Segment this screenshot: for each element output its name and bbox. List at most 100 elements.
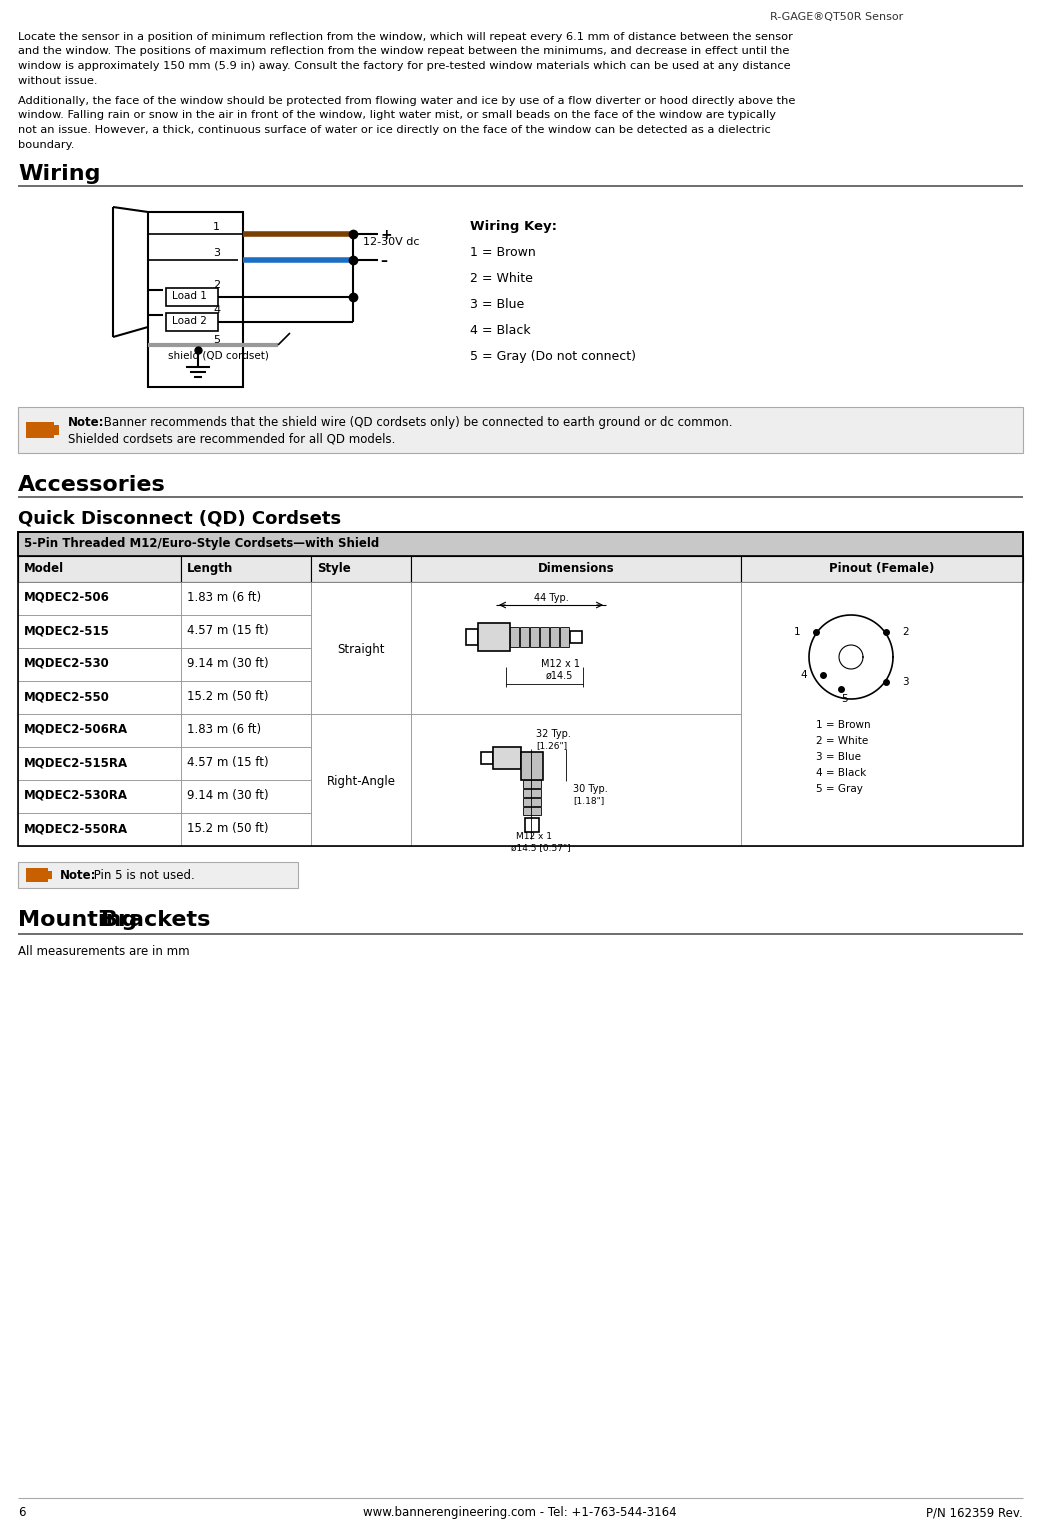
Text: [1.26"]: [1.26"] bbox=[536, 741, 567, 750]
Text: 3 = Blue: 3 = Blue bbox=[816, 752, 861, 763]
Bar bbox=[481, 752, 493, 764]
Text: Note:: Note: bbox=[68, 416, 104, 429]
Bar bbox=[523, 798, 541, 807]
Text: 6: 6 bbox=[18, 1505, 25, 1519]
Text: 1: 1 bbox=[213, 222, 220, 231]
Text: 2: 2 bbox=[213, 280, 220, 291]
Text: 4: 4 bbox=[213, 304, 220, 315]
Bar bbox=[311, 556, 411, 581]
Text: MQDEC2-550: MQDEC2-550 bbox=[24, 689, 110, 703]
Text: Pinout (Female): Pinout (Female) bbox=[830, 562, 935, 575]
Text: 30 Typ.: 30 Typ. bbox=[573, 784, 608, 794]
Bar bbox=[523, 788, 541, 798]
Text: 1.83 m (6 ft): 1.83 m (6 ft) bbox=[187, 723, 261, 737]
Bar bbox=[18, 406, 1023, 454]
Text: –: – bbox=[380, 254, 387, 268]
Text: 9.14 m (30 ft): 9.14 m (30 ft) bbox=[187, 788, 269, 802]
Text: MQDEC2-530: MQDEC2-530 bbox=[24, 658, 109, 670]
Text: 5: 5 bbox=[213, 335, 220, 345]
Text: P/N 162359 Rev.: P/N 162359 Rev. bbox=[926, 1505, 1023, 1519]
Text: 9.14 m (30 ft): 9.14 m (30 ft) bbox=[187, 658, 269, 670]
Text: 1 = Brown: 1 = Brown bbox=[816, 720, 870, 731]
Bar bbox=[181, 680, 311, 714]
Bar bbox=[523, 807, 541, 814]
Text: window is approximately 150 mm (5.9 in) away. Consult the factory for pre-tested: window is approximately 150 mm (5.9 in) … bbox=[18, 61, 790, 72]
Text: 3: 3 bbox=[902, 677, 909, 686]
Text: without issue.: without issue. bbox=[18, 76, 98, 85]
Bar bbox=[520, 752, 543, 779]
Text: Mounting: Mounting bbox=[18, 910, 145, 930]
Text: not an issue. However, a thick, continuous surface of water or ice directly on t: not an issue. However, a thick, continuo… bbox=[18, 125, 770, 135]
Text: ø14.5: ø14.5 bbox=[545, 671, 574, 680]
Text: and the window. The positions of maximum reflection from the window repeat betwe: and the window. The positions of maximum… bbox=[18, 47, 789, 56]
Bar bbox=[18, 615, 181, 648]
Bar bbox=[478, 622, 510, 651]
Text: window. Falling rain or snow in the air in front of the window, light water mist: window. Falling rain or snow in the air … bbox=[18, 111, 776, 120]
Bar bbox=[26, 422, 54, 438]
Text: Additionally, the face of the window should be protected from flowing water and : Additionally, the face of the window sho… bbox=[18, 96, 795, 107]
Text: Note:: Note: bbox=[60, 869, 97, 883]
Bar bbox=[18, 533, 1023, 846]
Text: 4.57 m (15 ft): 4.57 m (15 ft) bbox=[187, 756, 269, 769]
Text: Right-Angle: Right-Angle bbox=[327, 775, 396, 788]
Text: R-GAGE®QT50R Sensor: R-GAGE®QT50R Sensor bbox=[770, 12, 904, 21]
Bar bbox=[18, 680, 181, 714]
Bar bbox=[18, 779, 181, 813]
Text: ø14.5 [0.57"]: ø14.5 [0.57"] bbox=[511, 843, 570, 852]
Text: Load 1: Load 1 bbox=[172, 291, 207, 301]
Text: 2: 2 bbox=[902, 627, 909, 638]
Bar bbox=[181, 615, 311, 648]
Text: Shielded cordsets are recommended for all QD models.: Shielded cordsets are recommended for al… bbox=[68, 432, 396, 444]
Text: 1 = Brown: 1 = Brown bbox=[469, 247, 536, 259]
Bar bbox=[18, 813, 181, 846]
Text: boundary.: boundary. bbox=[18, 140, 74, 149]
Bar bbox=[181, 779, 311, 813]
Text: Accessories: Accessories bbox=[18, 475, 166, 495]
Bar bbox=[570, 632, 582, 642]
Text: 5 = Gray: 5 = Gray bbox=[816, 784, 863, 794]
Bar bbox=[181, 556, 311, 581]
Text: Locate the sensor in a position of minimum reflection from the window, which wil: Locate the sensor in a position of minim… bbox=[18, 32, 793, 43]
Bar bbox=[18, 648, 181, 680]
Text: 4 = Black: 4 = Black bbox=[469, 324, 531, 336]
Bar bbox=[18, 861, 298, 887]
Bar bbox=[466, 629, 478, 645]
Text: 1: 1 bbox=[793, 627, 799, 638]
Text: M12 x 1: M12 x 1 bbox=[541, 659, 580, 670]
Bar bbox=[525, 817, 539, 833]
Bar bbox=[181, 648, 311, 680]
Text: www.bannerengineering.com - Tel: +1-763-544-3164: www.bannerengineering.com - Tel: +1-763-… bbox=[363, 1505, 677, 1519]
Text: MQDEC2-515: MQDEC2-515 bbox=[24, 624, 110, 638]
Text: Brackets: Brackets bbox=[101, 910, 210, 930]
Bar bbox=[181, 714, 311, 747]
Text: MQDEC2-515RA: MQDEC2-515RA bbox=[24, 756, 128, 769]
Text: MQDEC2-506RA: MQDEC2-506RA bbox=[24, 723, 128, 737]
Bar bbox=[741, 556, 1023, 581]
Bar bbox=[411, 714, 741, 846]
Text: 5 = Gray (Do not connect): 5 = Gray (Do not connect) bbox=[469, 350, 636, 364]
Text: +: + bbox=[380, 228, 391, 242]
Text: 3 = Blue: 3 = Blue bbox=[469, 298, 525, 310]
Text: MQDEC2-530RA: MQDEC2-530RA bbox=[24, 788, 128, 802]
Bar bbox=[411, 556, 741, 581]
Text: M12 x 1: M12 x 1 bbox=[516, 833, 552, 842]
Bar bbox=[18, 581, 181, 615]
Text: 5: 5 bbox=[841, 694, 847, 705]
Bar bbox=[550, 627, 559, 647]
Bar bbox=[411, 581, 741, 714]
Bar bbox=[523, 779, 541, 788]
Text: 1.83 m (6 ft): 1.83 m (6 ft) bbox=[187, 591, 261, 604]
Bar bbox=[510, 627, 519, 647]
Text: Wiring: Wiring bbox=[18, 164, 101, 184]
Text: 44 Typ.: 44 Typ. bbox=[534, 594, 568, 603]
Text: Quick Disconnect (QD) Cordsets: Quick Disconnect (QD) Cordsets bbox=[18, 510, 341, 528]
Text: shield (QD cordset): shield (QD cordset) bbox=[168, 350, 269, 361]
Text: 4 = Black: 4 = Black bbox=[816, 769, 866, 778]
Text: 2 = White: 2 = White bbox=[816, 737, 868, 746]
Bar bbox=[18, 747, 181, 779]
Text: Pin 5 is not used.: Pin 5 is not used. bbox=[90, 869, 195, 883]
Text: 3: 3 bbox=[213, 248, 220, 259]
Text: Wiring Key:: Wiring Key: bbox=[469, 221, 557, 233]
Text: 32 Typ.: 32 Typ. bbox=[536, 729, 570, 740]
Bar bbox=[540, 627, 549, 647]
